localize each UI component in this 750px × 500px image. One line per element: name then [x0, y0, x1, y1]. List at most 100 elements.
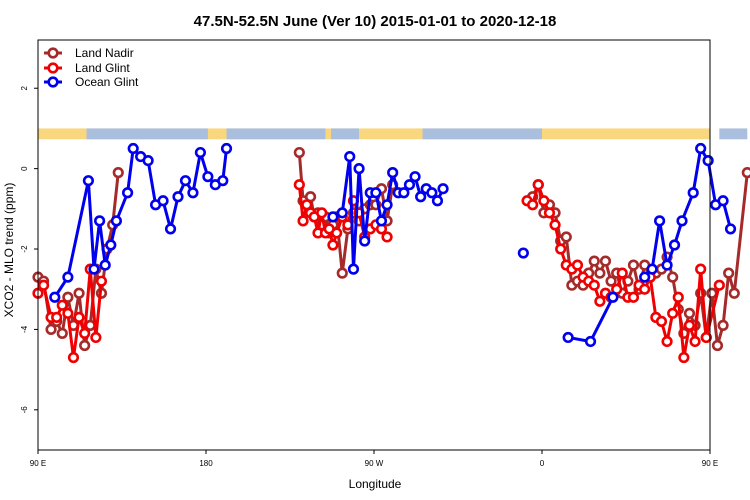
data-point-ocean-glint: [157, 195, 169, 207]
data-point-ocean-glint: [387, 167, 399, 179]
legend-entry-land-glint: Land Glint: [44, 61, 130, 75]
data-point-land-nadir: [62, 291, 74, 303]
land-ocean-strip: [38, 128, 748, 140]
data-point-land-glint: [56, 299, 68, 311]
data-point-land-glint: [639, 283, 651, 295]
y-tick-label: -6: [20, 406, 29, 414]
data-point-land-glint: [316, 207, 328, 219]
data-point-land-nadir: [723, 267, 735, 279]
data-point-land-glint: [594, 295, 606, 307]
data-point-ocean-glint: [661, 259, 673, 271]
data-point-land-nadir: [599, 255, 612, 267]
data-point-ocean-glint: [584, 335, 597, 348]
data-point-land-glint: [532, 179, 544, 191]
x-tick-label: 90 E: [702, 459, 718, 468]
data-point-ocean-glint: [653, 215, 666, 227]
data-point-ocean-glint: [437, 183, 449, 195]
legend-entry-ocean-glint: Ocean Glint: [44, 75, 139, 89]
data-point-ocean-glint: [415, 191, 427, 203]
data-point-ocean-glint: [142, 154, 154, 167]
data-point-land-glint: [655, 315, 668, 327]
legend: Land Nadir Land Glint Ocean Glint: [44, 46, 139, 89]
data-point-ocean-glint: [676, 215, 688, 227]
data-point-land-glint: [616, 267, 628, 279]
data-point-ocean-glint: [403, 179, 416, 191]
data-point-ocean-glint: [353, 163, 365, 175]
series-ocean-glint: [49, 142, 737, 348]
data-point-land-glint: [695, 263, 707, 275]
strip-land: [38, 128, 710, 140]
y-tick-label: -4: [20, 325, 29, 333]
data-point-land-nadir: [112, 167, 124, 179]
data-point-ocean-glint: [724, 223, 737, 235]
data-point-ocean-glint: [347, 263, 360, 275]
plot-frame: [37, 39, 711, 451]
data-point-ocean-glint: [517, 247, 529, 259]
data-point-land-glint: [543, 207, 556, 219]
chart-title: 47.5N-52.5N June (Ver 10) 2015-01-01 to …: [194, 13, 557, 30]
data-point-land-nadir: [605, 275, 617, 287]
data-point-land-glint: [95, 275, 108, 287]
data-point-land-glint: [51, 311, 63, 323]
data-point-ocean-glint: [344, 150, 356, 163]
data-point-land-glint: [571, 259, 584, 271]
data-point-land-nadir: [717, 319, 729, 331]
data-point-ocean-glint: [695, 142, 707, 155]
legend-entry-land-nadir: Land Nadir: [44, 46, 134, 60]
data-point-land-nadir: [73, 287, 85, 299]
series-line-land-glint: [526, 183, 721, 360]
data-point-ocean-glint: [607, 291, 619, 303]
data-point-land-nadir: [594, 267, 606, 279]
y-axis: -6 -4 -2 0 2: [20, 85, 38, 413]
strip-ocean: [331, 128, 360, 140]
data-point-land-glint: [672, 291, 684, 303]
data-point-ocean-glint: [99, 259, 111, 271]
legend-label: Land Nadir: [75, 46, 134, 60]
data-point-land-nadir: [45, 323, 57, 336]
data-point-land-glint: [331, 227, 343, 239]
data-point-ocean-glint: [646, 263, 658, 275]
data-point-ocean-glint: [121, 187, 134, 199]
data-point-land-nadir: [711, 339, 724, 352]
data-point-land-nadir: [56, 327, 68, 340]
data-point-ocean-glint: [110, 215, 122, 227]
strip-ocean: [86, 128, 208, 140]
data-point-ocean-glint: [668, 239, 681, 251]
data-point-land-glint: [689, 335, 701, 348]
data-point-land-glint: [381, 231, 393, 243]
data-point-land-glint: [90, 331, 102, 344]
data-point-ocean-glint: [426, 187, 438, 199]
data-point-ocean-glint: [105, 239, 117, 251]
data-point-ocean-glint: [639, 271, 651, 283]
data-point-land-glint: [62, 307, 74, 319]
data-point-land-nadir: [293, 146, 305, 159]
data-point-ocean-glint: [62, 271, 74, 283]
data-point-land-nadir: [79, 339, 91, 352]
data-point-land-glint: [683, 319, 696, 331]
data-point-ocean-glint: [187, 187, 199, 199]
x-tick-label: 90 E: [30, 459, 46, 468]
data-point-ocean-glint: [202, 171, 214, 183]
data-point-ocean-glint: [370, 187, 382, 199]
data-point-land-glint: [678, 351, 690, 364]
data-point-ocean-glint: [327, 211, 339, 223]
data-point-land-glint: [588, 279, 600, 291]
y-tick-label: 0: [20, 166, 29, 171]
data-point-land-glint: [555, 243, 567, 255]
data-point-ocean-glint: [359, 235, 371, 247]
strip-ocean: [719, 128, 748, 140]
data-point-ocean-glint: [702, 154, 714, 167]
x-axis-label: Longitude: [349, 477, 402, 491]
x-axis: 90 E 180 90 W 0 90 E: [30, 450, 718, 468]
data-point-land-nadir: [683, 307, 696, 319]
series-line-ocean-glint: [53, 147, 229, 299]
data-point-land-glint: [700, 331, 712, 344]
data-point-land-glint: [293, 179, 305, 191]
data-point-ocean-glint: [220, 142, 233, 155]
data-point-land-glint: [297, 215, 309, 227]
data-point-ocean-glint: [88, 263, 100, 275]
data-point-land-nadir: [667, 271, 679, 283]
data-point-land-glint: [667, 307, 679, 319]
data-point-land-glint: [713, 279, 725, 291]
